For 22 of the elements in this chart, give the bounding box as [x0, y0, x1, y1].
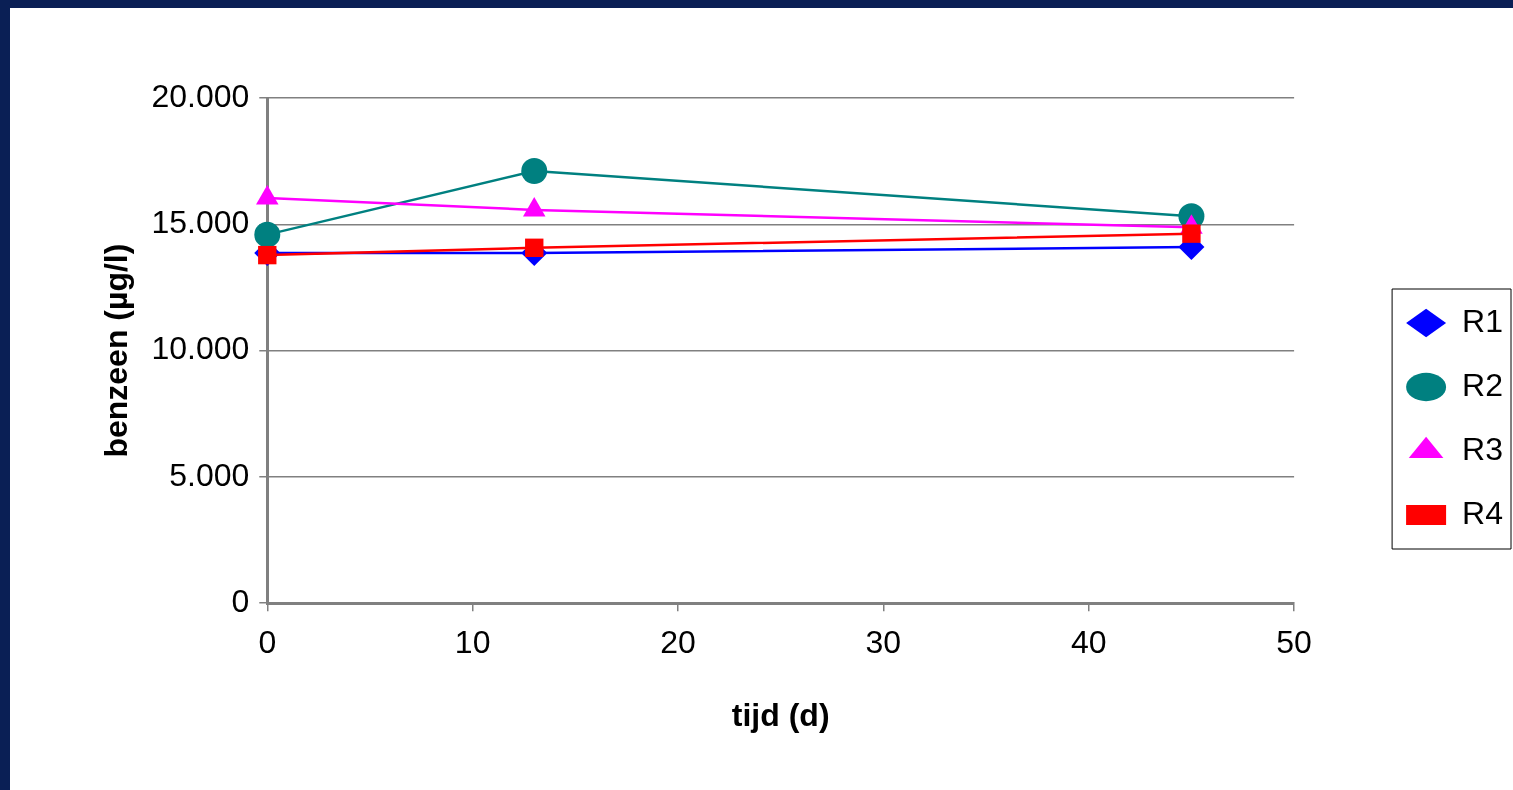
- y-tick-label: 20.000: [151, 77, 250, 114]
- y-axis-title: benzeen (µg/l): [98, 243, 135, 458]
- point: [1182, 224, 1201, 243]
- legend-label: R4: [1462, 494, 1503, 531]
- legend-label: R1: [1462, 302, 1503, 339]
- point: [525, 238, 544, 257]
- x-tick-label: 20: [660, 624, 696, 661]
- y-tick-label: 10.000: [151, 330, 250, 367]
- legend-label: R3: [1462, 430, 1503, 467]
- y-tick-label: 0: [231, 583, 250, 620]
- x-tick-label: 0: [258, 624, 277, 661]
- x-tick-label: 30: [865, 624, 902, 661]
- point: [254, 221, 281, 248]
- x-tick-label: 10: [454, 624, 491, 661]
- legend-label: R2: [1462, 366, 1503, 403]
- y-tick-label: 5.000: [169, 456, 250, 493]
- point: [258, 245, 277, 265]
- y-tick-label: 15.000: [151, 204, 250, 241]
- x-tick-label: 50: [1276, 624, 1312, 661]
- x-tick-label: 40: [1070, 624, 1107, 661]
- point: [521, 158, 548, 184]
- x-axis-title: tijd (d): [731, 696, 830, 733]
